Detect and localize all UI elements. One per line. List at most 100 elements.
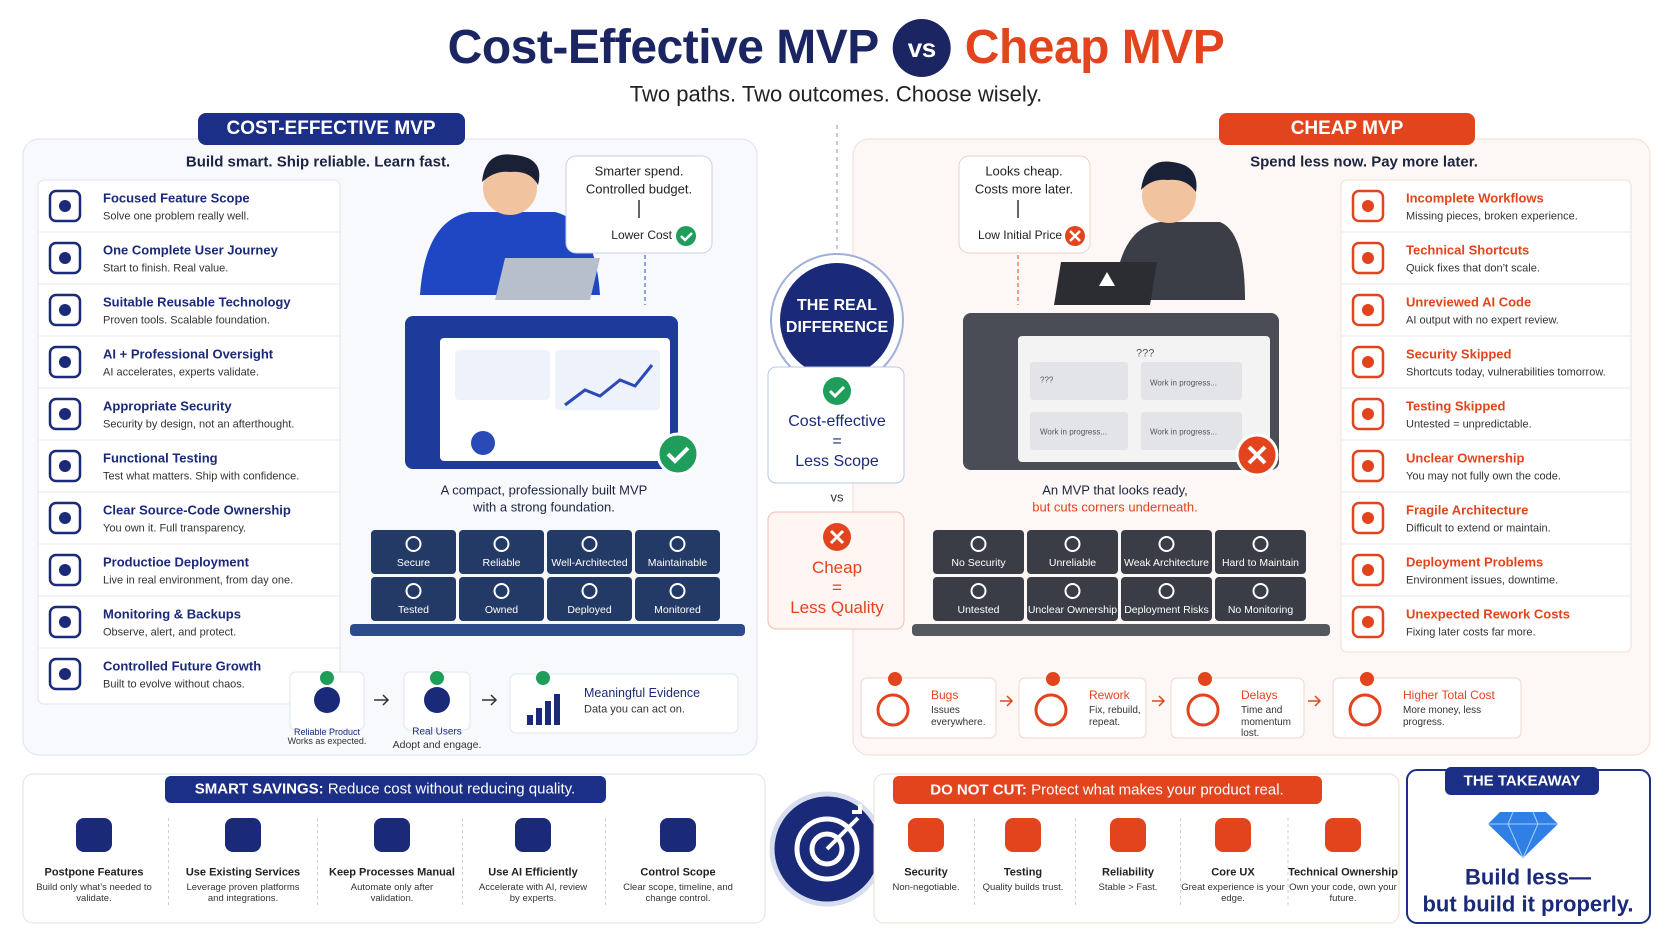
callout-result: Lower Cost [611, 228, 672, 243]
row-icon [1362, 564, 1374, 576]
row-title: Appropriate Security [103, 398, 232, 414]
badge-label: DO NOT CUT: [930, 781, 1027, 799]
block-label: Well-Architected [551, 556, 628, 569]
person-head [1142, 169, 1196, 223]
block-icon [1158, 583, 1175, 599]
row-desc: Solve one problem really well. [103, 210, 250, 223]
badge: CHEAP MVP [1290, 118, 1404, 140]
row-icon [59, 668, 71, 680]
shape [165, 776, 606, 803]
block-icon [669, 536, 686, 552]
good-text: Cost-effective [788, 412, 886, 430]
row-title: Focused Feature Scope [103, 190, 250, 206]
block-label: Untested [957, 603, 1000, 616]
row-title: Unexpected Rework Costs [1406, 606, 1570, 622]
badge-text: Reduce cost without reducing quality. [327, 780, 576, 798]
row-desc: Difficult to extend or maintain. [1406, 522, 1551, 535]
row-title: Deployment Problems [1406, 554, 1544, 570]
block-icon [970, 583, 987, 599]
block-icon [1252, 583, 1269, 599]
tagline: Spend less now. Pay more later. [1250, 153, 1478, 171]
row-desc: Shortcuts today, vulnerabilities tomorro… [1406, 366, 1606, 379]
row-desc: Proven tools. Scalable foundation. [103, 314, 270, 327]
row-desc: You may not fully own the code. [1406, 470, 1561, 483]
row-title: Testing Skipped [1406, 398, 1506, 414]
shape [680, 232, 693, 242]
bar-icon [545, 701, 551, 725]
bar-icon [527, 715, 533, 725]
platform [912, 624, 1330, 636]
consequence-icon [1034, 693, 1068, 727]
bad-text: Less Quality [790, 598, 884, 618]
item-title: Core UX [1211, 866, 1255, 879]
caption: An MVP that looks ready, [1042, 482, 1188, 498]
item-title: Use Existing Services [185, 866, 301, 879]
row-icon [1362, 616, 1374, 628]
consequence-desc: Fix, rebuild, repeat. [1089, 705, 1141, 728]
shape [780, 263, 894, 377]
block-label: Maintainable [647, 556, 708, 569]
person-hair [482, 154, 540, 185]
shape [509, 673, 739, 734]
row-icon [48, 189, 82, 223]
outcome-desc: Adopt and engage. [392, 738, 482, 751]
row-icon [1362, 460, 1374, 472]
row-icon [48, 501, 82, 535]
item-icon [1325, 818, 1361, 852]
row-desc: AI output with no expert review. [1406, 314, 1559, 327]
title-right: Cheap MVP [964, 21, 1225, 75]
row-icon [1362, 304, 1374, 316]
block-icon [1252, 536, 1269, 552]
item-desc: Automate only after validation. [350, 882, 434, 904]
shape [1141, 161, 1197, 192]
block-label: Deployment Risks [1124, 603, 1209, 616]
row-icon [1351, 553, 1385, 587]
block-label: Secure [396, 556, 431, 569]
shape [828, 385, 846, 399]
item-icon [225, 818, 261, 852]
row-desc: Missing pieces, broken experience. [1406, 210, 1578, 223]
shape [1000, 695, 1322, 707]
consequence-desc: Time and momentum lost. [1241, 705, 1292, 739]
row-icon [48, 449, 82, 483]
row-icon [48, 241, 82, 275]
screen-label: Work in progress... [1040, 427, 1107, 437]
consequence-desc: Issues everywhere. [931, 705, 986, 728]
outcome-title: Meaningful Evidence [584, 685, 701, 700]
row-icon [48, 657, 82, 691]
row-icon [48, 345, 82, 379]
row-title: Monitoring & Backups [103, 606, 241, 622]
shape [794, 816, 860, 882]
row-desc: Quick fixes that don’t scale. [1406, 262, 1540, 275]
x-mark [1198, 672, 1212, 686]
row-icon [1351, 345, 1385, 379]
row-title: One Complete User Journey [103, 242, 278, 258]
row-desc: Fixing later costs far more. [1406, 626, 1536, 639]
row-icon [59, 512, 71, 524]
callout-result: Low Initial Price [977, 228, 1062, 243]
item-title: Keep Processes Manual [329, 866, 455, 879]
shape [471, 431, 495, 455]
item-title: Use AI Efficiently [488, 866, 578, 879]
row-desc: Untested = unpredictable. [1406, 418, 1532, 431]
row-icon [59, 460, 71, 472]
row-icon [1351, 241, 1385, 275]
block-icon [970, 536, 987, 552]
row-icon [59, 356, 71, 368]
shape [374, 694, 498, 706]
consequence-box [1170, 677, 1305, 739]
item-title: Security [904, 866, 948, 879]
block-icon [669, 583, 686, 599]
shape [1488, 811, 1558, 860]
x-mark [888, 672, 902, 686]
item-icon [1005, 818, 1041, 852]
block-icon [1158, 536, 1175, 552]
item-icon [515, 818, 551, 852]
block-icon [581, 583, 598, 599]
platform [350, 624, 745, 636]
screen-label: ??? [1136, 347, 1155, 360]
item-desc: Clear scope, timeline, and change contro… [623, 882, 733, 904]
shape [823, 377, 851, 405]
